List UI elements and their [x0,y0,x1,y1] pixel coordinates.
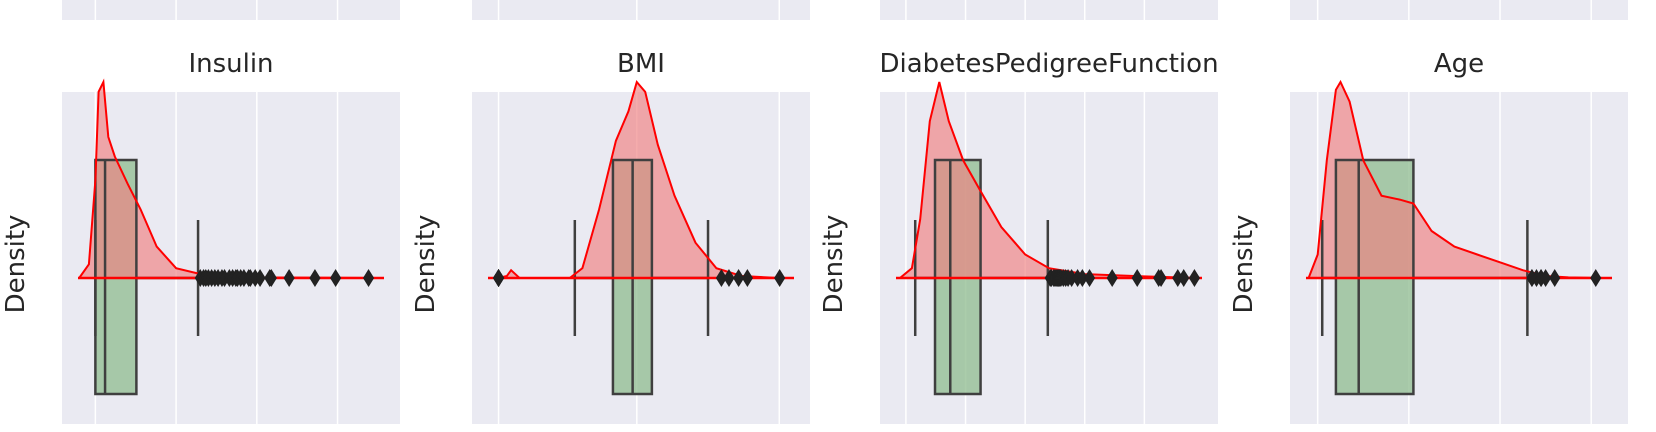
upper-panel-strip [62,0,400,20]
outlier-point [1549,269,1561,287]
outlier-point [1590,269,1602,287]
subplot-insulin: Insulin Density [1,0,400,424]
subplot-title: Age [1434,49,1484,79]
outlier-point [283,269,295,287]
subplot-title: DiabetesPedigreeFunction [879,49,1218,79]
outlier-point [1083,269,1096,287]
outlier-point [265,269,277,287]
plot-area [62,0,400,424]
subplot-diabetes-pedigree-function: DiabetesPedigreeFunction Density [819,0,1219,424]
plot-area [1290,0,1628,424]
subplot-title: BMI [617,49,665,79]
outlier-point [733,269,745,287]
kde-line [498,79,780,279]
outlier-point [1131,269,1143,287]
outlier-point [715,269,728,287]
upper-panel-strip [1290,0,1628,20]
outlier-point [1188,269,1201,287]
subplot-title: Insulin [188,49,273,79]
outlier-point [254,269,266,287]
outlier-point [723,269,735,287]
y-axis-label: Density [1229,215,1259,314]
subplot-age: Age Density [1229,0,1628,424]
outlier-point [741,269,753,287]
outlier-point [1106,269,1118,287]
kde-fill [498,82,780,278]
subplot-bmi: BMI Density [411,0,810,424]
kde-fill [79,82,377,278]
plot-area [880,0,1218,424]
outlier-point [309,269,321,287]
kde-line [1307,79,1601,279]
outlier-point [1540,269,1552,287]
y-axis-label: Density [819,215,849,314]
outlier-point [492,269,505,287]
outlier-point [774,269,786,287]
upper-panel-strip [880,0,1218,20]
kde-fill [900,82,1198,278]
outlier-point [362,269,375,287]
outlier-point [1178,269,1190,287]
y-axis-label: Density [1,215,31,314]
kde-fill [1308,82,1601,278]
outlier-point [330,269,342,287]
plot-area [472,0,810,424]
upper-panel-strip [472,0,810,20]
outlier-point [1155,269,1167,287]
y-axis-label: Density [411,215,441,314]
